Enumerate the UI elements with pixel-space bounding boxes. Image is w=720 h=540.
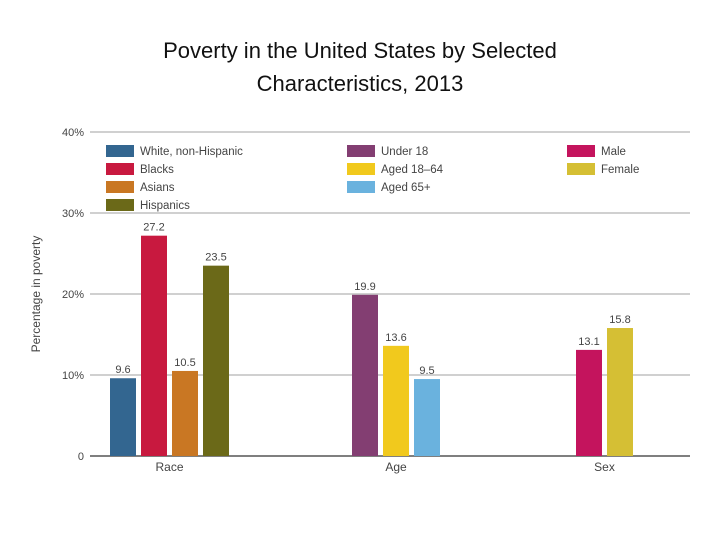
- data-label: 23.5: [205, 252, 226, 264]
- bar: [383, 345, 409, 456]
- bar-chart: 0 10% 20% 30% 40% Percentage in poverty 9.6 Whi…: [29, 127, 690, 474]
- data-label: 19.9: [354, 281, 375, 293]
- legend-swatch: [106, 181, 134, 193]
- legend-swatch: [347, 145, 375, 157]
- bar: [607, 328, 633, 456]
- legend-swatch: [347, 163, 375, 175]
- bar: [172, 370, 198, 456]
- bar: [576, 349, 602, 456]
- legend-entry: Aged 65+: [381, 182, 431, 194]
- data-label: 15.8: [609, 314, 630, 326]
- legend-swatch: [106, 163, 134, 175]
- y-tick-label: 10%: [62, 370, 84, 382]
- data-label: 9.5: [419, 365, 434, 377]
- data-label: 27.2: [143, 222, 164, 234]
- legend-entry: Aged 18–64: [381, 164, 444, 176]
- bar: [352, 294, 378, 456]
- legend-entry: Female: [601, 164, 639, 176]
- bar: [203, 265, 229, 456]
- bar: [110, 378, 136, 456]
- y-tick-label: 40%: [62, 127, 84, 139]
- bar: [141, 235, 167, 456]
- data-label: 9.6: [115, 364, 130, 376]
- poverty-chart: 0 10% 20% 30% 40% Percentage in poverty 9.6 Whi…: [24, 118, 694, 478]
- y-tick-label: 30%: [62, 208, 84, 220]
- x-category-label: Age: [385, 460, 407, 474]
- legend-entry: Under 18: [381, 146, 428, 158]
- bar: [414, 379, 440, 456]
- legend-swatch: [567, 163, 595, 175]
- legend-entry: Male: [601, 146, 626, 158]
- data-label: 10.5: [174, 357, 195, 369]
- slide-title-line-2: Characteristics, 2013: [256, 71, 464, 96]
- legend-entry: Blacks: [140, 164, 174, 176]
- y-tick-label: 20%: [62, 289, 84, 301]
- legend-swatch: [347, 181, 375, 193]
- data-label: 13.6: [385, 332, 406, 344]
- legend-entry: Asians: [140, 182, 175, 194]
- y-axis-label: Percentage in poverty: [29, 236, 43, 353]
- legend-swatch: [106, 145, 134, 157]
- legend-swatch: [567, 145, 595, 157]
- legend-entry: White, non-Hispanic: [140, 146, 243, 158]
- slide-title: Poverty in the United States by Selected…: [0, 34, 720, 100]
- x-category-label: Race: [155, 460, 183, 474]
- data-label: 13.1: [578, 336, 599, 348]
- y-tick-label: 0: [78, 451, 84, 463]
- slide-title-line-1: Poverty in the United States by Selected: [163, 38, 557, 63]
- legend-entry: Hispanics: [140, 200, 190, 212]
- x-category-label: Sex: [594, 460, 615, 474]
- legend-swatch: [106, 199, 134, 211]
